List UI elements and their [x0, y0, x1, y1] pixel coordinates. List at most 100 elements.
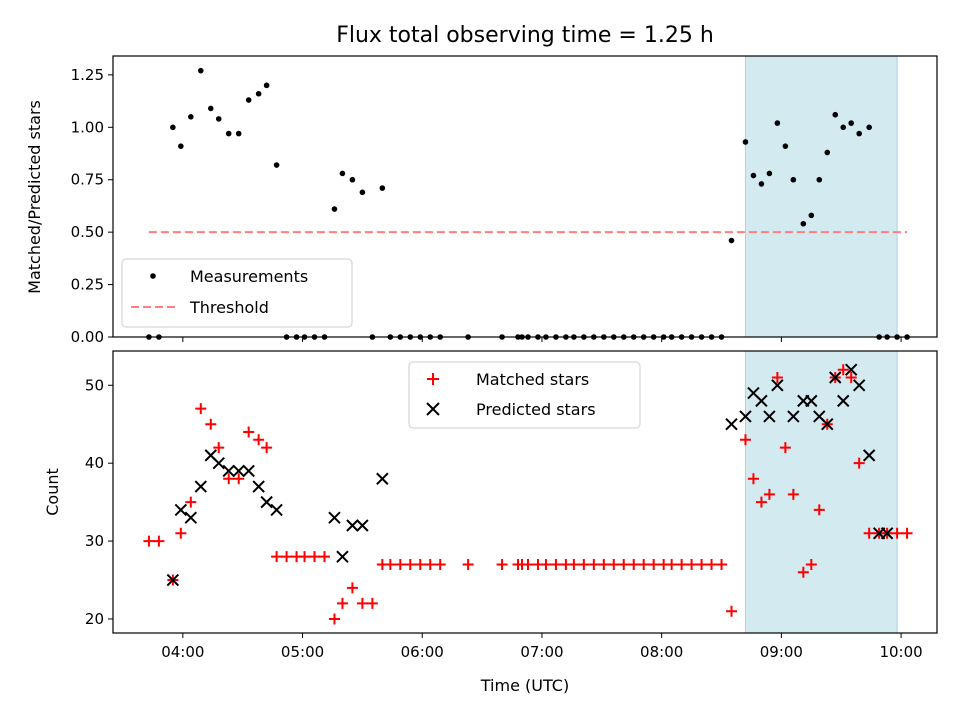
matched-star-point: [309, 551, 321, 563]
matched-star-point: [223, 473, 235, 485]
matched-star-point: [797, 566, 809, 578]
predicted-star-point: [787, 410, 800, 423]
predicted-star-point: [328, 511, 341, 524]
matched-star-point: [384, 558, 396, 570]
top-panel: Flux total observing time = 1.25 h 0.000…: [25, 23, 938, 346]
predicted-star-point: [346, 519, 359, 532]
matched-star-point: [706, 558, 718, 570]
matched-star-point: [346, 582, 358, 594]
top-marks: [146, 67, 910, 340]
x-axis-label: Time (UTC): [480, 676, 569, 695]
top-y-axis-label: Matched/Predicted stars: [25, 100, 44, 294]
measurement-point: [225, 130, 232, 137]
measurement-point: [349, 176, 356, 183]
measurement-point: [178, 143, 184, 149]
measurement-point: [255, 90, 262, 97]
matched-star-point: [213, 442, 225, 454]
legend-measurements-label: Measurements: [190, 267, 308, 286]
matched-star-point: [195, 403, 207, 415]
matched-star-point: [628, 558, 640, 570]
measurement-point: [339, 170, 346, 177]
measurement-point: [331, 206, 338, 212]
legend-measurements-marker: [150, 273, 156, 279]
measurement-point: [207, 105, 214, 112]
top-shaded-interval: [744, 55, 898, 338]
bottom-marks: [143, 363, 913, 625]
matched-star-point: [143, 535, 155, 547]
predicted-star-point: [852, 379, 866, 392]
legend-predicted-marker: [426, 402, 440, 416]
predicted-star-point: [194, 480, 207, 493]
matched-star-point: [696, 558, 708, 570]
predicted-star-point: [270, 503, 283, 517]
bottom-shaded-interval: [744, 350, 898, 634]
measurement-point: [808, 212, 815, 219]
matched-star-point: [366, 597, 378, 609]
matched-star-point: [779, 442, 791, 454]
measurement-point: [848, 120, 855, 126]
predicted-star-point: [184, 511, 198, 524]
legend-matched-label: Matched stars: [476, 370, 589, 389]
measurement-point: [824, 149, 831, 156]
matched-star-point: [891, 527, 903, 539]
matched-star-point: [271, 551, 283, 563]
matched-star-point: [725, 605, 737, 617]
predicted-star-point: [837, 394, 850, 408]
matched-star-point: [434, 558, 446, 570]
matched-star-point: [233, 473, 245, 485]
bottom-y-ticks: 20 30 40 50: [85, 376, 113, 628]
matched-star-point: [863, 527, 875, 539]
measurement-point: [235, 130, 242, 137]
predicted-star-point: [880, 527, 894, 540]
matched-star-point: [318, 551, 330, 563]
matched-star-point: [676, 558, 688, 570]
measurement-point: [800, 220, 807, 227]
measurement-point: [245, 97, 252, 103]
matched-star-point: [462, 558, 474, 570]
top-legend-box: [121, 258, 353, 328]
matched-star-point: [813, 504, 825, 516]
top-x-ticks: [182, 337, 902, 342]
chart-title: Flux total observing time = 1.25 h: [336, 23, 714, 48]
matched-star-point: [638, 558, 650, 570]
matched-star-point: [598, 558, 610, 570]
matched-star-point: [755, 496, 767, 508]
matched-star-point: [747, 473, 759, 485]
measurement-point: [197, 67, 204, 74]
matched-star-point: [805, 558, 817, 570]
predicted-star-point: [829, 371, 842, 384]
bottom-plot-frame: [112, 350, 938, 634]
matched-star-point: [550, 558, 562, 570]
measurement-point: [790, 176, 797, 183]
x-tick-label: 08:00: [640, 643, 683, 661]
matched-star-point: [837, 364, 849, 376]
measurement-point: [816, 176, 823, 183]
measurement-point: [263, 82, 270, 89]
matched-star-point: [648, 558, 660, 570]
matched-star-point: [414, 558, 426, 570]
measurement-point: [866, 124, 872, 131]
matched-star-point: [787, 488, 799, 500]
x-tick-label: 06:00: [401, 643, 444, 661]
measurement-point: [728, 237, 735, 244]
matched-star-point: [153, 535, 165, 547]
predicted-star-point: [166, 573, 180, 587]
matched-star-point: [901, 527, 913, 539]
matched-star-point: [243, 426, 255, 438]
predicted-star-point: [755, 394, 768, 408]
bottom-panel: 20 30 40 50 04:00 05:00 06:00 07:00 08:00 09:00 1…: [43, 350, 938, 695]
predicted-star-point: [725, 418, 738, 431]
predicted-star-point: [252, 480, 265, 493]
bottom-legend: Matched stars Predicted stars: [408, 361, 641, 429]
matched-star-point: [356, 597, 368, 609]
bottom-y-axis-label: Count: [43, 468, 62, 516]
matched-star-point: [336, 597, 348, 609]
top-plot-frame: [112, 55, 938, 338]
predicted-star-point: [376, 472, 389, 485]
measurement-point: [774, 120, 781, 126]
predicted-star-point: [805, 394, 818, 408]
predicted-star-point: [336, 550, 349, 563]
y-tick-label: 0.00: [71, 328, 104, 346]
bottom-legend-box: [408, 361, 641, 429]
matched-star-point: [608, 558, 620, 570]
